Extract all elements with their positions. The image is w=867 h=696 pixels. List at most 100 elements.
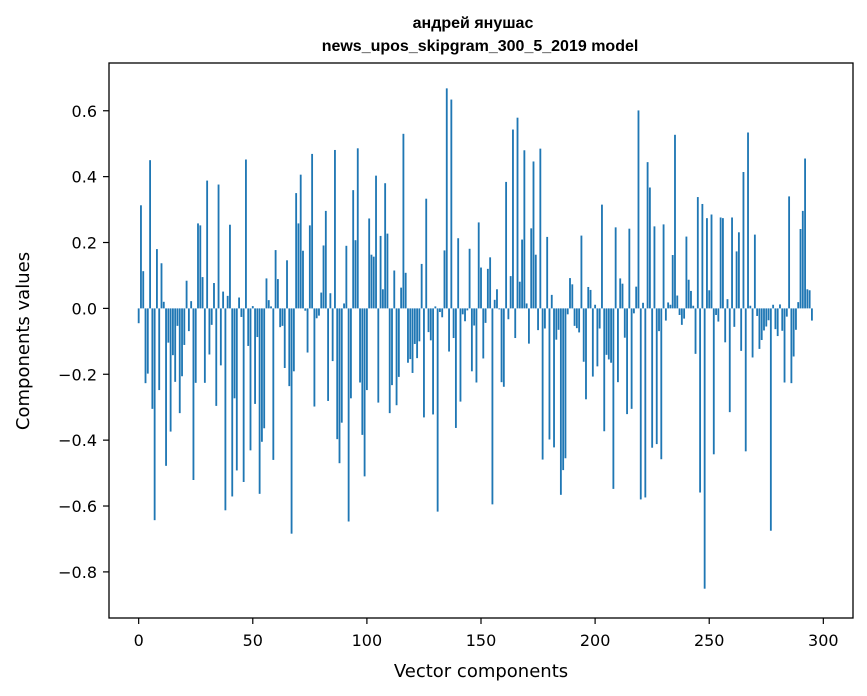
bar	[580, 235, 583, 309]
bar	[799, 229, 802, 309]
bar	[194, 308, 197, 383]
bar	[272, 308, 275, 460]
bar	[628, 228, 631, 309]
bar	[393, 270, 396, 309]
bar	[646, 162, 649, 309]
x-axis-label: Vector components	[394, 661, 568, 682]
bar	[639, 308, 642, 500]
bar	[238, 297, 240, 309]
bar	[448, 308, 450, 352]
bar	[671, 255, 674, 309]
bar	[546, 236, 549, 309]
bar	[808, 290, 811, 309]
bar	[610, 308, 612, 363]
bar	[633, 308, 635, 314]
bar	[758, 308, 761, 349]
bar	[249, 308, 252, 451]
bar	[452, 308, 455, 339]
bar	[359, 308, 361, 383]
bar	[292, 308, 295, 372]
bar	[525, 303, 528, 309]
bar	[274, 250, 277, 309]
bar	[297, 223, 300, 309]
bar	[375, 175, 377, 309]
chart-title-line2: news_upos_skipgram_300_5_2019 model	[322, 38, 639, 55]
bar	[361, 308, 364, 435]
bar	[288, 308, 291, 387]
bar	[724, 308, 727, 343]
bar	[336, 308, 339, 440]
bar	[491, 308, 494, 505]
bar	[550, 294, 553, 309]
bar	[411, 308, 414, 373]
bar	[441, 308, 444, 318]
bar	[530, 228, 533, 309]
bar	[235, 308, 238, 471]
bar	[470, 308, 473, 372]
bar	[767, 308, 770, 321]
bar	[324, 210, 327, 309]
bar	[587, 286, 590, 309]
bar	[591, 308, 594, 377]
bar	[258, 308, 261, 494]
bar	[507, 308, 510, 320]
bar	[217, 184, 220, 309]
bar	[683, 308, 686, 319]
bar	[427, 308, 430, 333]
bar	[601, 204, 603, 309]
bar	[420, 263, 423, 309]
bar	[539, 148, 542, 309]
bar	[573, 308, 576, 326]
bar	[664, 308, 667, 321]
bar	[395, 308, 398, 406]
y-tick-label: −0.4	[58, 431, 97, 450]
bar	[811, 308, 813, 321]
bar	[153, 308, 156, 521]
bar	[254, 308, 256, 404]
bar	[311, 153, 314, 309]
bar	[279, 308, 282, 328]
y-tick-label: 0.0	[72, 299, 97, 318]
bar	[747, 132, 749, 309]
bar	[788, 196, 791, 309]
bar	[603, 308, 606, 432]
bar	[219, 308, 222, 366]
bar	[142, 271, 145, 309]
bar	[231, 308, 234, 497]
bar	[635, 286, 638, 309]
bar	[203, 308, 206, 383]
bar	[534, 254, 537, 309]
x-tick-label: 150	[466, 631, 497, 650]
bar	[687, 279, 690, 309]
bar	[402, 133, 405, 309]
x-axis: 0 50 100 150 200 250 300	[134, 618, 839, 650]
bar	[783, 308, 786, 383]
bar	[199, 225, 202, 309]
bar	[562, 308, 565, 471]
bar	[345, 245, 348, 309]
bar	[749, 305, 752, 309]
bar	[555, 308, 558, 340]
bar	[532, 161, 535, 309]
bar	[806, 289, 809, 309]
bar	[167, 308, 170, 343]
bar	[432, 308, 434, 415]
bar	[708, 290, 711, 309]
bar	[585, 308, 587, 400]
bar	[500, 308, 503, 383]
bar	[384, 183, 387, 309]
bar	[642, 302, 644, 309]
bar	[210, 308, 213, 325]
bar	[286, 260, 288, 309]
bar	[658, 308, 660, 332]
bar	[445, 88, 448, 309]
bar	[717, 308, 720, 322]
bar	[347, 308, 350, 522]
x-tick-label: 250	[694, 631, 725, 650]
bar	[674, 134, 676, 309]
bar	[352, 190, 355, 309]
bar	[667, 302, 670, 309]
y-tick-label: −0.8	[58, 563, 97, 582]
bar	[418, 308, 421, 342]
